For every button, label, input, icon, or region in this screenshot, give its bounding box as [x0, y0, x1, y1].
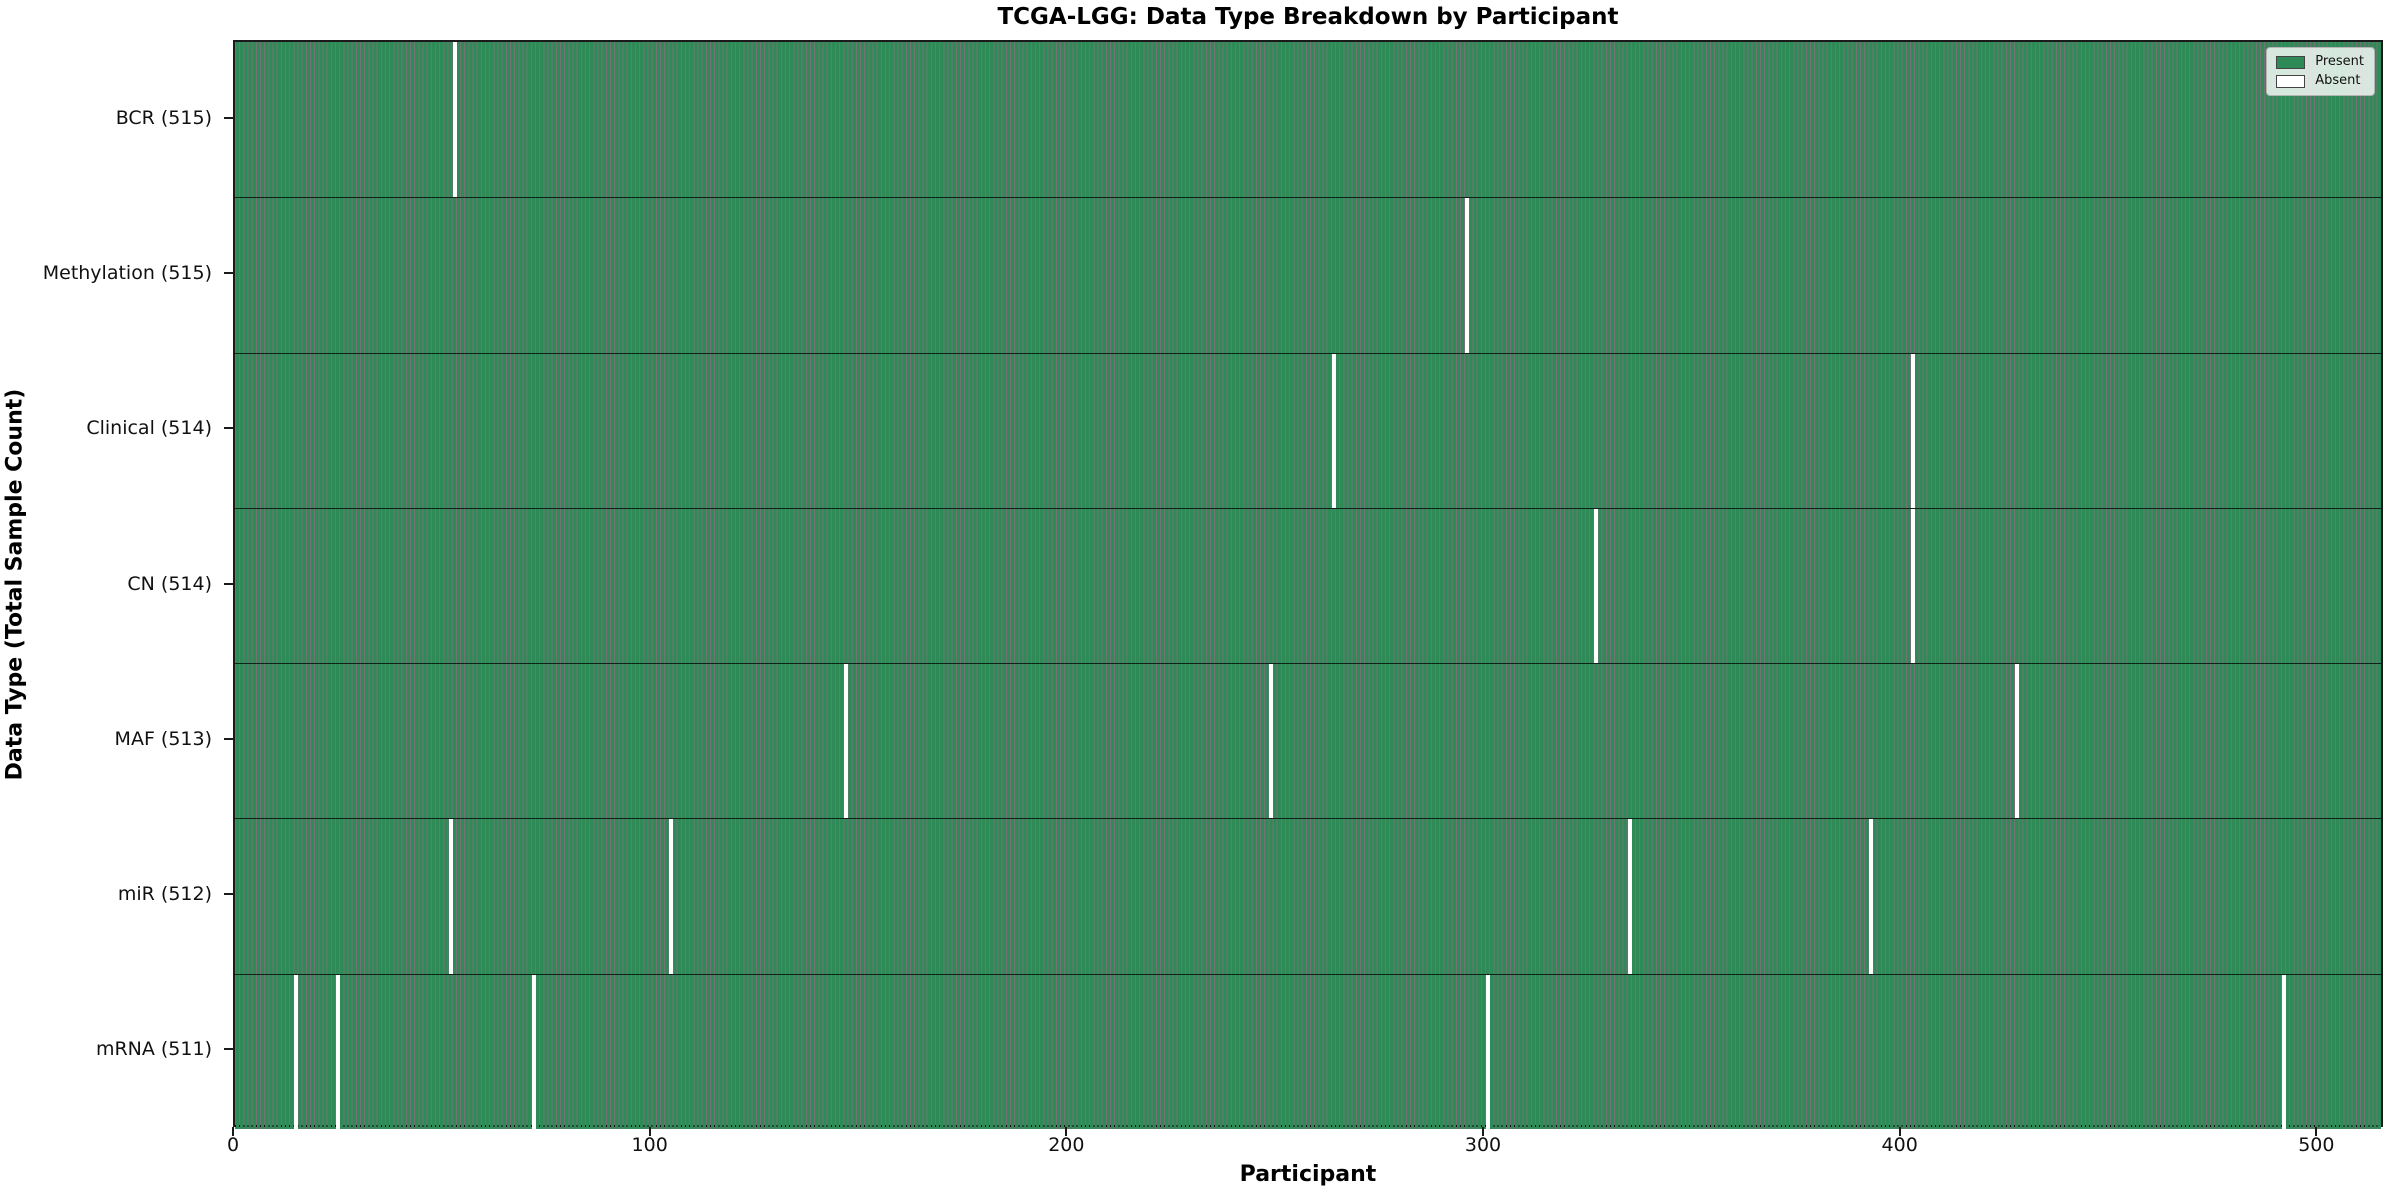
absent-gap [294, 974, 299, 1129]
present-swatch-icon [2276, 55, 2306, 69]
absent-gap [448, 819, 453, 974]
xtick-mark [2315, 1127, 2318, 1136]
plot-area: Present Absent [233, 40, 2383, 1129]
absent-gap [531, 974, 536, 1129]
row-mRNA [235, 973, 2381, 1129]
ytick-mark [224, 582, 233, 585]
xtick-label-300: 300 [1464, 1134, 1502, 1156]
legend: Present Absent [2266, 47, 2375, 96]
ytick-mark [224, 1048, 233, 1051]
legend-label: Present [2315, 54, 2364, 69]
absent-gap [2015, 664, 2020, 819]
absent-swatch-icon [2276, 74, 2306, 88]
ytick-mark [224, 116, 233, 119]
ytick-mark [224, 427, 233, 430]
ytick-label-mRNA: mRNA (511) [95, 1038, 212, 1061]
xtick-label-200: 200 [1048, 1134, 1085, 1156]
absent-gap [1269, 664, 1274, 819]
row-Clinical [235, 352, 2381, 508]
absent-gap [1594, 508, 1599, 664]
absent-gap [1627, 819, 1632, 974]
absent-gap [2281, 974, 2286, 1129]
xtick-label-400: 400 [1881, 1134, 1918, 1156]
ytick-mark [224, 737, 233, 740]
ytick-label-Clinical: Clinical (514) [86, 417, 212, 440]
row-CN [235, 507, 2381, 664]
ytick-label-BCR: BCR (515) [115, 106, 212, 129]
absent-gap [452, 42, 457, 198]
xtick-mark [1065, 1127, 1068, 1136]
absent-gap [844, 664, 849, 819]
xtick-mark [1898, 1127, 1901, 1136]
ytick-mark [224, 893, 233, 896]
xtick-label-0: 0 [226, 1134, 240, 1156]
absent-gap [1869, 819, 1874, 974]
absent-gap [1465, 198, 1470, 353]
ytick-label-miR: miR (512) [117, 883, 212, 906]
chart-title: TCGA-LGG: Data Type Breakdown by Partici… [997, 4, 1619, 30]
absent-gap [1911, 508, 1916, 664]
absent-gap [669, 819, 674, 974]
absent-gap [1911, 353, 1916, 508]
row-Methylation [235, 197, 2381, 353]
y-axis-label: Data Type (Total Sample Count) [2, 388, 28, 781]
xtick-mark [1482, 1127, 1484, 1136]
ytick-label-Methylation: Methylation (515) [42, 261, 212, 284]
legend-item-present: Present [2276, 55, 2364, 69]
row-BCR [235, 42, 2381, 198]
xtick-label-100: 100 [631, 1134, 668, 1156]
xtick-mark [648, 1127, 651, 1136]
xtick-label-500: 500 [2298, 1134, 2335, 1156]
row-MAF [235, 663, 2381, 819]
ytick-mark [224, 271, 233, 274]
ytick-label-MAF: MAF (513) [114, 727, 212, 750]
xtick-mark [232, 1127, 234, 1136]
ytick-label-CN: CN (514) [127, 572, 212, 595]
absent-gap [336, 974, 341, 1129]
row-miR [235, 818, 2381, 974]
legend-label: Absent [2315, 73, 2361, 88]
absent-gap [1331, 353, 1336, 508]
absent-gap [1486, 974, 1491, 1129]
legend-item-absent: Absent [2276, 74, 2364, 88]
x-axis-label: Participant [1239, 1162, 1377, 1187]
